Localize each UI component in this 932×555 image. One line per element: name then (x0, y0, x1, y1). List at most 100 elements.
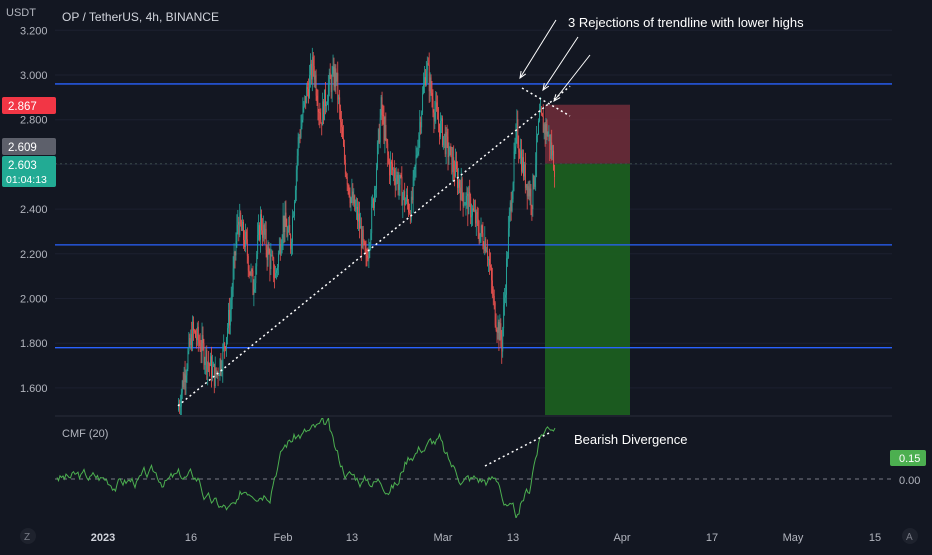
candle-body[interactable] (344, 159, 346, 174)
candle-body[interactable] (314, 75, 316, 80)
candle-body[interactable] (323, 101, 325, 121)
candle-body[interactable] (216, 371, 218, 375)
candle-body[interactable] (404, 191, 406, 205)
candle-body[interactable] (248, 270, 250, 272)
candle-body[interactable] (250, 269, 252, 276)
candle-body[interactable] (213, 363, 215, 386)
candle-body[interactable] (538, 120, 539, 135)
candle-body[interactable] (184, 373, 186, 383)
candle-body[interactable] (263, 225, 265, 235)
candle-body[interactable] (486, 250, 488, 252)
candle-body[interactable] (523, 157, 524, 177)
candle-body[interactable] (357, 206, 359, 222)
candle-body[interactable] (305, 96, 307, 104)
candle-body[interactable] (468, 192, 470, 215)
candle-body[interactable] (407, 194, 408, 203)
candle-body[interactable] (431, 92, 433, 100)
candle-body[interactable] (532, 175, 534, 210)
candle-body[interactable] (400, 175, 402, 177)
candle-body[interactable] (338, 97, 340, 100)
candle-body[interactable] (178, 405, 179, 411)
candle-body[interactable] (403, 191, 405, 196)
candle-body[interactable] (225, 346, 227, 349)
candle-body[interactable] (493, 295, 495, 303)
candle-body[interactable] (422, 93, 424, 113)
candle-body[interactable] (446, 131, 448, 137)
candle-body[interactable] (427, 63, 429, 65)
candle-body[interactable] (277, 267, 278, 271)
candle-body[interactable] (272, 255, 274, 258)
candle-body[interactable] (240, 212, 242, 224)
candle-body[interactable] (241, 223, 243, 231)
candle-body[interactable] (411, 196, 413, 200)
candle-body[interactable] (270, 255, 272, 270)
candle-body[interactable] (518, 144, 520, 153)
candle-body[interactable] (402, 195, 404, 206)
candle-body[interactable] (482, 233, 484, 246)
candle-body[interactable] (295, 169, 297, 191)
candle-body[interactable] (513, 151, 515, 184)
candle-body[interactable] (481, 225, 483, 234)
candle-body[interactable] (256, 254, 258, 267)
candle-body[interactable] (311, 57, 313, 80)
lower-highs-line[interactable] (521, 87, 571, 117)
candle-body[interactable] (210, 356, 211, 366)
candle-body[interactable] (335, 68, 337, 82)
candle-body[interactable] (236, 224, 238, 242)
candle-body[interactable] (449, 146, 451, 156)
candle-body[interactable] (534, 177, 536, 187)
candle-body[interactable] (336, 72, 338, 82)
candle-body[interactable] (399, 175, 401, 185)
candle-body[interactable] (392, 163, 393, 170)
candle-body[interactable] (413, 168, 415, 177)
candle-body[interactable] (388, 155, 390, 163)
candle-body[interactable] (544, 124, 546, 135)
candle-body[interactable] (342, 126, 343, 139)
candle-body[interactable] (262, 230, 263, 238)
candle-body[interactable] (474, 210, 475, 211)
candle-body[interactable] (308, 89, 310, 98)
candle-body[interactable] (330, 78, 332, 92)
candle-body[interactable] (391, 161, 392, 164)
candle-body[interactable] (334, 68, 336, 87)
candle-body[interactable] (293, 215, 294, 217)
candle-body[interactable] (530, 188, 532, 206)
candle-body[interactable] (302, 106, 304, 120)
candle-body[interactable] (310, 63, 311, 76)
candle-body[interactable] (244, 240, 245, 247)
candle-body[interactable] (251, 269, 253, 272)
candle-body[interactable] (472, 208, 474, 216)
candle-body[interactable] (459, 179, 460, 188)
candle-body[interactable] (434, 111, 436, 122)
divergence-line[interactable] (484, 431, 552, 467)
candle-body[interactable] (349, 195, 351, 204)
candle-body[interactable] (453, 157, 455, 172)
candle-body[interactable] (313, 66, 315, 80)
candle-body[interactable] (190, 334, 192, 346)
candle-body[interactable] (393, 169, 394, 171)
candle-body[interactable] (495, 325, 497, 331)
candle-body[interactable] (284, 212, 286, 232)
candle-body[interactable] (306, 87, 308, 104)
candle-body[interactable] (318, 112, 320, 113)
candle-body[interactable] (242, 221, 244, 231)
candle-body[interactable] (188, 337, 190, 352)
candle-body[interactable] (478, 232, 480, 242)
candle-body[interactable] (377, 129, 379, 144)
candle-body[interactable] (383, 115, 385, 141)
candle-body[interactable] (499, 323, 501, 341)
candle-body[interactable] (307, 87, 309, 90)
candle-body[interactable] (201, 335, 203, 352)
candle-body[interactable] (209, 364, 211, 366)
candle-body[interactable] (279, 243, 281, 255)
candle-body[interactable] (465, 195, 467, 205)
candle-body[interactable] (326, 104, 327, 107)
candle-body[interactable] (479, 233, 481, 242)
candle-body[interactable] (198, 340, 200, 344)
candle-body[interactable] (389, 162, 391, 176)
candle-body[interactable] (442, 136, 444, 146)
candle-body[interactable] (180, 392, 182, 407)
candle-body[interactable] (484, 239, 486, 252)
candle-body[interactable] (329, 72, 331, 79)
